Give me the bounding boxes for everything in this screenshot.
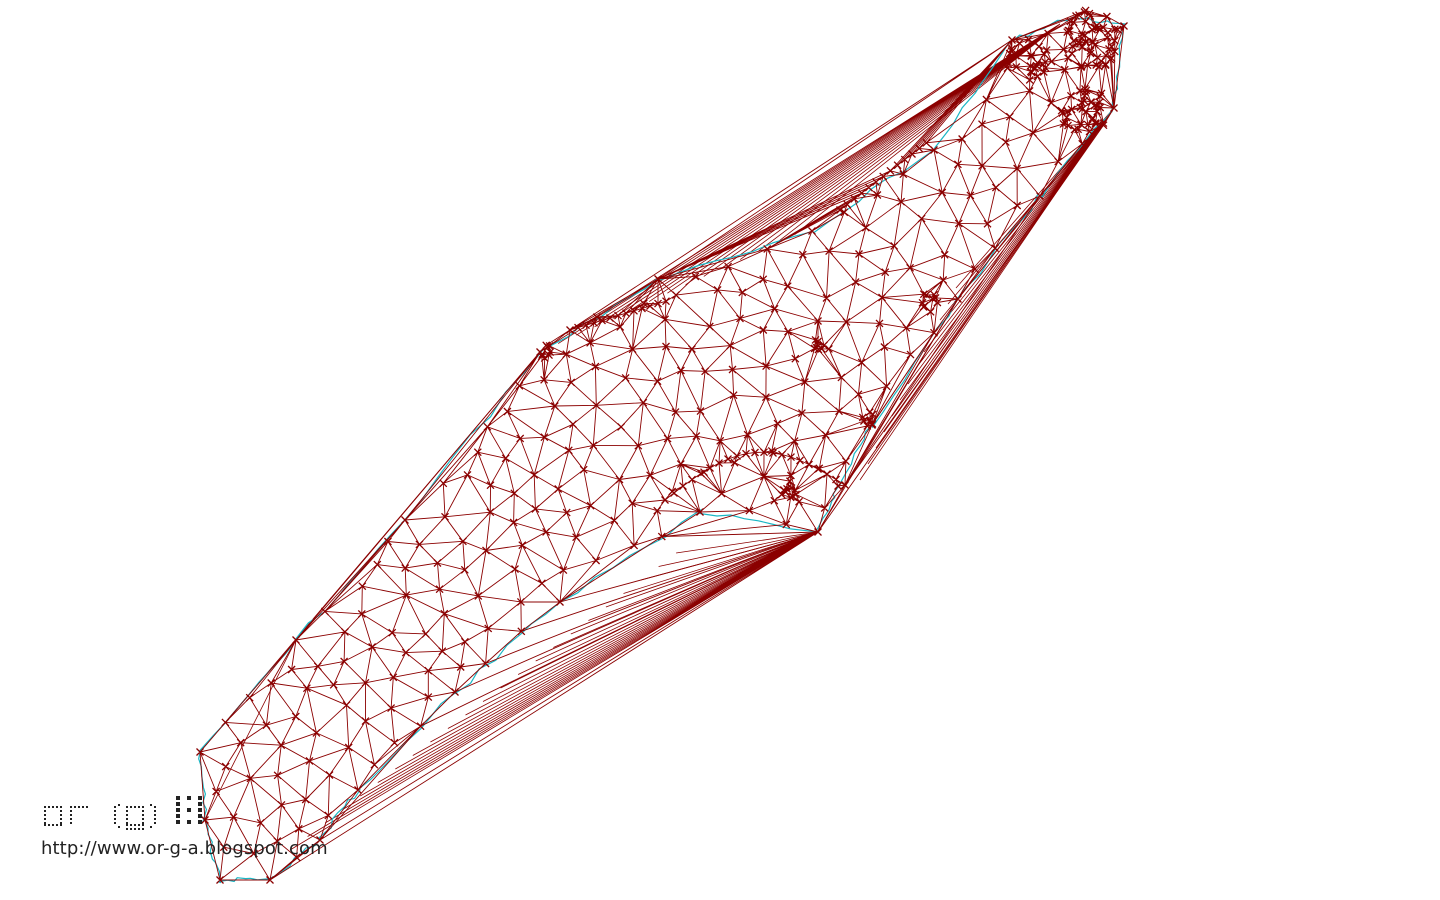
cyan-boundary-outline [198,16,1127,884]
site-url: http://www.or-g-a.blogspot.com [41,838,328,859]
fan-edges [199,23,1115,851]
vertex-markers [196,6,1128,884]
pixel-logo-icon [44,796,202,830]
fan-edge-lines [199,23,1115,851]
triangle-edges [199,9,1125,881]
mesh-vertices [196,6,1128,884]
boundary-line [198,16,1127,884]
mesh-edges [199,9,1125,881]
